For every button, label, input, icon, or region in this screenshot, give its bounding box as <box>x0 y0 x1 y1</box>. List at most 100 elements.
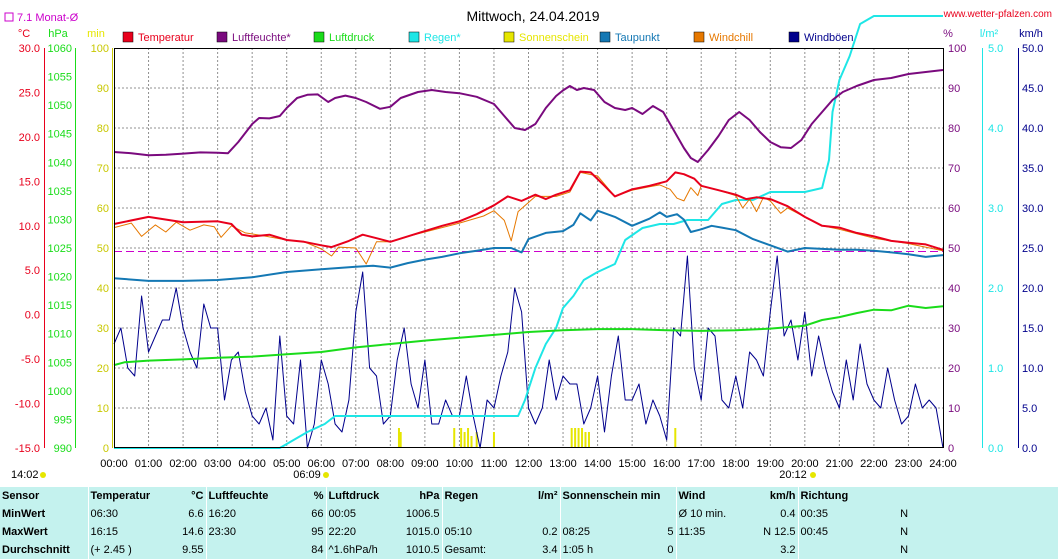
series-line-temperatur <box>113 170 944 251</box>
series-line-windchill <box>113 171 944 265</box>
axis-tick-rain: 3.0 <box>988 203 1003 215</box>
axis-tick-humidity: 90 <box>948 83 960 95</box>
stats-cell: MaxWert <box>2 526 48 538</box>
axis-tick-press: 1025 <box>48 243 72 255</box>
axis-tick-humidity: 0 <box>948 443 954 455</box>
series-line-luftdruck <box>113 304 944 367</box>
axis-tick-time: 14:00 <box>584 458 612 470</box>
stats-cell: N <box>900 508 909 520</box>
legend-swatch <box>788 31 800 43</box>
stats-header-cell: Luftdruck <box>325 487 396 505</box>
axis-tick-temp: 0.0 <box>25 310 40 322</box>
statistics-panel: Sensor Temperatur °C Luftfeuchte % Luftd… <box>0 487 1058 559</box>
axis-tick-time: 17:00 <box>687 458 715 470</box>
axis-tick-press: 1035 <box>48 186 72 198</box>
monthly-avg-marker-icon <box>4 12 14 22</box>
stats-header-cell: °C <box>191 490 204 502</box>
axis-tick-time: 06:00 <box>307 458 335 470</box>
axis-tick-press: 1030 <box>48 214 72 226</box>
axis-tick-time: 01:00 <box>135 458 163 470</box>
stats-cell: 00:35 <box>797 505 883 523</box>
sunshine-bar <box>399 432 402 448</box>
axis-tick-wind: 30.0 <box>1022 203 1043 215</box>
axis-tick-humidity: 80 <box>948 123 960 135</box>
stats-cell <box>675 541 755 559</box>
stats-cell: 0.4 <box>780 508 796 520</box>
plot-frame <box>114 48 944 448</box>
sunrise-sun-icon <box>323 472 329 478</box>
stats-cell: N <box>900 526 909 538</box>
axis-tick-wind: 40.0 <box>1022 123 1043 135</box>
axis-tick-time: 05:00 <box>273 458 301 470</box>
stats-cell <box>508 505 560 523</box>
sunshine-bar <box>570 428 573 448</box>
axis-tick-wind: 50.0 <box>1022 43 1043 55</box>
stats-header-cell: hPa <box>419 490 440 502</box>
stats-cell: Ø 10 min. <box>675 505 755 523</box>
axis-tick-press: 1000 <box>48 386 72 398</box>
legend-label: Regen* <box>424 32 461 44</box>
axis-tick-time: 09:00 <box>411 458 439 470</box>
sunshine-bar <box>463 432 466 448</box>
rain-unit: l/m² <box>980 28 999 40</box>
stats-cell: 9.55 <box>182 544 204 556</box>
axis-tick-humidity: 70 <box>948 163 960 175</box>
stats-cell: 08:25 <box>559 523 644 541</box>
axis-tick-press: 1020 <box>48 272 72 284</box>
axis-tick-minutes: 60 <box>97 203 109 215</box>
axis-tick-wind: 5.0 <box>1022 403 1037 415</box>
stats-cell: 22:20 <box>325 523 396 541</box>
axis-tick-temp: 20.0 <box>19 132 40 144</box>
axis-tick-wind: 10.0 <box>1022 363 1043 375</box>
stats-header-row: Sensor Temperatur °C Luftfeuchte % Luftd… <box>0 487 1058 505</box>
axis-tick-minutes: 90 <box>97 83 109 95</box>
axis-tick-rain: 4.0 <box>988 123 1003 135</box>
series-line-regen <box>114 15 943 449</box>
weather-chart: 7.1 Monat-Ø Mittwoch, 24.04.2019 www.wet… <box>4 8 1052 481</box>
axis-tick-temp: -5.0 <box>21 354 40 366</box>
axis-tick-humidity: 40 <box>948 283 960 295</box>
axis-tick-minutes: 10 <box>97 403 109 415</box>
wind-unit: km/h <box>1019 28 1043 40</box>
axis-tick-minutes: 70 <box>97 163 109 175</box>
stats-row-avg: Durchschnitt (+ 2.45 ) 9.55 84 ^1.6hPa/h… <box>0 541 1058 559</box>
axis-tick-temp: 15.0 <box>19 176 40 188</box>
axis-tick-time: 18:00 <box>722 458 750 470</box>
stats-cell: Gesamt: <box>441 541 508 559</box>
sunset-label: 20:12 <box>779 469 807 481</box>
monthly-avg-label: 7.1 Monat-Ø <box>17 12 79 24</box>
stats-cell: 00:45 <box>797 523 883 541</box>
stats-cell: N 12.5 <box>763 526 796 538</box>
axis-tick-press: 1005 <box>48 357 72 369</box>
axis-tick-wind: 20.0 <box>1022 283 1043 295</box>
axis-tick-press: 1050 <box>48 100 72 112</box>
stats-cell: 84 <box>311 544 324 556</box>
stats-cell: 5 <box>667 526 674 538</box>
stats-cell: 1010.5 <box>405 544 440 556</box>
axis-tick-press: 1060 <box>48 43 72 55</box>
axis-tick-wind: 35.0 <box>1022 163 1043 175</box>
axis-tick-time: 24:00 <box>929 458 957 470</box>
axis-tick-time: 00:00 <box>100 458 128 470</box>
stats-cell: 00:05 <box>325 505 396 523</box>
stats-cell: 06:30 <box>87 505 156 523</box>
stats-cell: 1006.5 <box>405 508 440 520</box>
current-time-label: 14:02 <box>11 469 39 481</box>
sunrise-label: 06:09 <box>293 469 321 481</box>
axis-tick-rain: 2.0 <box>988 283 1003 295</box>
sunshine-bar <box>397 428 400 448</box>
axis-tick-wind: 45.0 <box>1022 83 1043 95</box>
stats-header-cell: km/h <box>769 490 796 502</box>
stats-cell <box>441 505 508 523</box>
legend-swatch <box>216 31 228 43</box>
legend-swatch <box>408 31 420 43</box>
legend-label: Luftfeuchte* <box>232 32 291 44</box>
axis-tick-wind: 0.0 <box>1022 443 1037 455</box>
axis-tick-time: 22:00 <box>860 458 888 470</box>
axis-tick-temp: 10.0 <box>19 221 40 233</box>
stats-cell <box>559 505 644 523</box>
axis-tick-press: 1055 <box>48 72 72 84</box>
axis-tick-humidity: 60 <box>948 203 960 215</box>
series-line-windben <box>113 255 944 449</box>
